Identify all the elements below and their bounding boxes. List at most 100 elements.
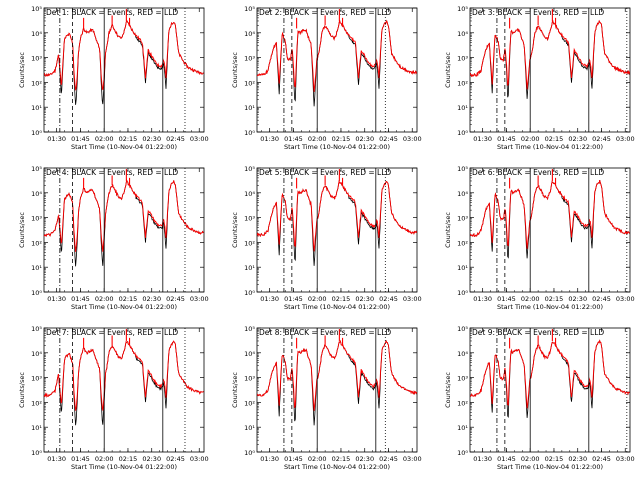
y-tick-label: 10⁵ (457, 165, 468, 173)
series-lld-line (44, 178, 204, 252)
y-tick-label: 10³ (244, 55, 255, 63)
y-tick-label: 10¹ (457, 264, 468, 272)
panel-2: Det 2: BLACK = Events, RED = LLD 10⁰ 10¹ 10… (231, 5, 422, 151)
y-tick-label: 10² (31, 399, 42, 407)
x-tick-label: 03:00 (403, 135, 422, 143)
y-tick-label: 10⁴ (244, 30, 255, 38)
y-tick-label: 10⁵ (457, 5, 468, 13)
plot-frame (43, 327, 205, 453)
x-tick-label: 02:30 (142, 295, 161, 303)
x-tick-label: 02:15 (332, 295, 351, 303)
y-tick-label: 10³ (457, 215, 468, 223)
y-axis-label: Counts/sec (444, 52, 452, 88)
y-axis-label: Counts/sec (444, 212, 452, 248)
x-tick-label: 01:45 (71, 135, 90, 143)
y-tick-label: 10⁵ (31, 165, 42, 173)
x-tick-label: 01:45 (71, 295, 90, 303)
x-tick-label: 03:00 (616, 135, 635, 143)
x-axis-label: Start Time (10-Nov-04 01:22:00) (497, 143, 603, 151)
y-tick-label: 10⁵ (31, 325, 42, 333)
panel-8: Det 8: BLACK = Events, RED = LLD 10⁰ 10¹ 10… (231, 325, 422, 471)
x-tick-label: 02:45 (379, 295, 398, 303)
y-tick-label: 10¹ (31, 104, 42, 112)
y-tick-label: 10² (31, 79, 42, 87)
x-tick-label: 02:00 (95, 295, 114, 303)
series-lld-line (470, 339, 630, 409)
y-tick-label: 10³ (457, 55, 468, 63)
x-tick-label: 02:45 (379, 135, 398, 143)
panel-title: Det 3: BLACK = Events, RED = LLD (472, 8, 604, 17)
x-tick-label: 02:45 (592, 135, 611, 143)
x-tick-label: 01:45 (284, 135, 303, 143)
x-axis-label: Start Time (10-Nov-04 01:22:00) (71, 143, 177, 151)
x-tick-label: 03:00 (190, 295, 209, 303)
y-tick-label: 10² (457, 239, 468, 247)
y-tick-label: 10¹ (244, 424, 255, 432)
x-tick-label: 01:30 (473, 295, 492, 303)
x-tick-label: 02:15 (119, 295, 138, 303)
y-tick-label: 10³ (244, 215, 255, 223)
x-tick-label: 02:30 (142, 135, 161, 143)
plot-frame (43, 7, 205, 133)
y-tick-label: 10⁴ (457, 190, 468, 198)
x-axis-label: Start Time (10-Nov-04 01:22:00) (284, 303, 390, 311)
panel-title: Det 1: BLACK = Events, RED = LLD (46, 8, 178, 17)
x-tick-label: 02:00 (308, 135, 327, 143)
panel-title: Det 8: BLACK = Events, RED = LLD (259, 328, 391, 337)
y-tick-label: 10⁴ (31, 190, 42, 198)
x-tick-label: 02:00 (521, 135, 540, 143)
series-lld-line (257, 339, 417, 411)
y-tick-label: 10³ (244, 375, 255, 383)
y-tick-label: 10⁰ (244, 289, 255, 297)
y-tick-label: 10⁵ (244, 5, 255, 13)
x-axis-label: Start Time (10-Nov-04 01:22:00) (497, 303, 603, 311)
x-tick-label: 01:30 (47, 135, 66, 143)
panel-title: Det 4: BLACK = Events, RED = LLD (46, 168, 178, 177)
x-tick-label: 01:30 (260, 295, 279, 303)
x-axis-label: Start Time (10-Nov-04 01:22:00) (497, 463, 603, 471)
panel-5: Det 5: BLACK = Events, RED = LLD 10⁰ 10¹ 10… (231, 165, 422, 311)
y-axis-label: Counts/sec (231, 212, 239, 248)
x-tick-label: 01:30 (47, 295, 66, 303)
x-tick-label: 02:00 (308, 455, 327, 463)
x-tick-label: 02:00 (95, 455, 114, 463)
x-tick-label: 02:15 (119, 135, 138, 143)
x-tick-label: 02:45 (166, 135, 185, 143)
x-tick-label: 02:45 (592, 295, 611, 303)
plot-frame (256, 327, 418, 453)
x-tick-label: 02:30 (568, 135, 587, 143)
x-tick-label: 03:00 (403, 455, 422, 463)
y-tick-label: 10⁰ (31, 289, 42, 297)
x-tick-label: 01:45 (284, 295, 303, 303)
series-lld-line (44, 340, 204, 411)
y-tick-label: 10⁰ (31, 129, 42, 137)
x-tick-label: 02:45 (166, 455, 185, 463)
panel-7: Det 7: BLACK = Events, RED = LLD 10⁰ 10¹ 10… (18, 325, 209, 471)
x-tick-label: 01:30 (260, 135, 279, 143)
panel-title: Det 5: BLACK = Events, RED = LLD (259, 168, 391, 177)
y-tick-label: 10⁵ (31, 5, 42, 13)
x-tick-label: 01:30 (260, 455, 279, 463)
y-tick-label: 10¹ (31, 424, 42, 432)
series-lld-line (470, 19, 630, 90)
y-tick-label: 10¹ (457, 104, 468, 112)
y-tick-label: 10⁴ (457, 30, 468, 38)
y-axis-label: Counts/sec (231, 52, 239, 88)
panel-6: Det 6: BLACK = Events, RED = LLD 10⁰ 10¹ 10… (444, 165, 635, 311)
y-tick-label: 10⁴ (31, 350, 42, 358)
y-tick-label: 10³ (457, 375, 468, 383)
x-axis-label: Start Time (10-Nov-04 01:22:00) (284, 463, 390, 471)
x-tick-label: 02:45 (592, 455, 611, 463)
y-tick-label: 10⁰ (244, 449, 255, 457)
x-tick-label: 02:30 (568, 455, 587, 463)
y-tick-label: 10¹ (244, 104, 255, 112)
y-tick-label: 10³ (31, 55, 42, 63)
y-tick-label: 10⁵ (244, 165, 255, 173)
y-tick-label: 10⁴ (244, 190, 255, 198)
x-tick-label: 01:45 (497, 295, 516, 303)
series-events-line (44, 340, 204, 426)
x-tick-label: 03:00 (616, 295, 635, 303)
panel-3: Det 3: BLACK = Events, RED = LLD 10⁰ 10¹ 10… (444, 5, 635, 151)
plot-frame (469, 167, 631, 293)
x-tick-label: 02:00 (95, 135, 114, 143)
